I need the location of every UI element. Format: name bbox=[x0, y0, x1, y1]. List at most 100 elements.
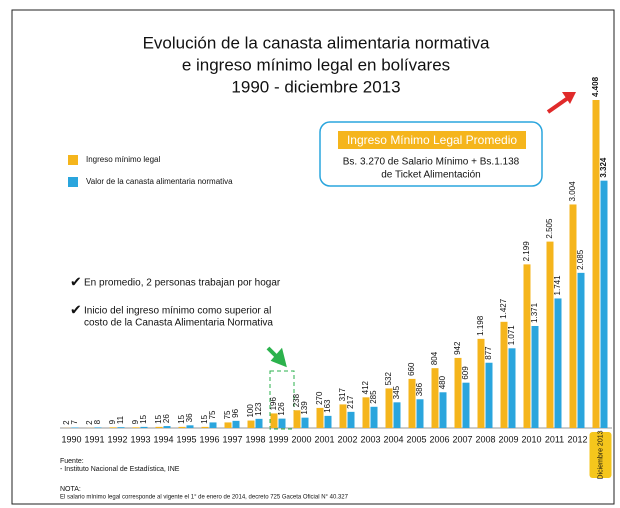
data-label: 217 bbox=[346, 395, 355, 409]
frame bbox=[11, 9, 615, 505]
chart-title: 1990 - diciembre 2013 bbox=[231, 77, 400, 96]
data-label: 609 bbox=[461, 366, 470, 380]
x-tick-label: 1992 bbox=[107, 434, 127, 444]
bar bbox=[500, 321, 508, 428]
check: ✔ bbox=[70, 302, 82, 318]
bar bbox=[132, 427, 140, 428]
bar bbox=[247, 420, 255, 428]
legend-swatch bbox=[68, 177, 78, 187]
data-label: 15 bbox=[139, 414, 148, 423]
red-arrow-head bbox=[562, 92, 576, 104]
bar bbox=[186, 425, 194, 428]
data-label: 2.199 bbox=[522, 241, 531, 262]
x-tick-label: 1995 bbox=[176, 434, 196, 444]
red-arrow bbox=[546, 96, 570, 114]
bar bbox=[316, 407, 324, 428]
x-tick-label: 2003 bbox=[360, 434, 380, 444]
x-tick-label: 1991 bbox=[84, 434, 104, 444]
green-arrow bbox=[266, 346, 287, 368]
legend-label: Valor de la canasta alimentaria normativ… bbox=[86, 177, 233, 186]
bar bbox=[347, 411, 355, 428]
bar bbox=[393, 402, 401, 428]
bar bbox=[408, 378, 416, 428]
data-label: 8 bbox=[93, 419, 102, 424]
bar bbox=[546, 241, 554, 428]
data-label: 9 bbox=[131, 419, 140, 424]
data-label: 317 bbox=[338, 388, 347, 402]
bar bbox=[109, 427, 117, 428]
bar bbox=[339, 404, 347, 428]
bar bbox=[370, 406, 378, 428]
x-tick-label: 1993 bbox=[130, 434, 150, 444]
callout-title: Ingreso Mínimo Legal Promedio bbox=[347, 133, 517, 147]
data-label: 1.427 bbox=[499, 298, 508, 319]
data-label: 532 bbox=[384, 372, 393, 386]
bar bbox=[278, 418, 286, 428]
data-label: 804 bbox=[430, 351, 439, 365]
note: Inicio del ingreso mínimo como superior … bbox=[84, 306, 271, 317]
data-label: 1.198 bbox=[476, 315, 485, 336]
data-label: 15 bbox=[177, 414, 186, 423]
bar bbox=[140, 426, 148, 428]
data-label: 2.505 bbox=[545, 218, 554, 239]
bar bbox=[232, 420, 240, 428]
data-label: 196 bbox=[269, 397, 278, 411]
x-tick-label: 1997 bbox=[222, 434, 242, 444]
callout-text: Bs. 3.270 de Salario Mínimo + Bs.1.138 bbox=[343, 157, 520, 168]
data-label: 100 bbox=[246, 404, 255, 418]
highlight-box bbox=[589, 432, 612, 478]
data-label: 2 bbox=[85, 420, 94, 425]
x-tick-label: 1998 bbox=[245, 434, 265, 444]
nota: El salario mínimo legal corresponde al v… bbox=[60, 495, 349, 501]
x-tick-label: 2009 bbox=[498, 434, 518, 444]
bar bbox=[485, 362, 493, 428]
data-label: 1.071 bbox=[507, 325, 516, 346]
bar bbox=[600, 180, 608, 428]
x-tick-label: 2005 bbox=[406, 434, 426, 444]
bar bbox=[431, 368, 439, 428]
x-tick-label: 1996 bbox=[199, 434, 219, 444]
data-label: 9 bbox=[108, 419, 117, 424]
x-tick-label: 2000 bbox=[291, 434, 311, 444]
bar bbox=[94, 427, 102, 428]
callout-title-bg bbox=[338, 131, 526, 149]
chart-title: Evolución de la canasta alimentaria norm… bbox=[143, 33, 490, 52]
data-label: 480 bbox=[438, 375, 447, 389]
data-label: 11 bbox=[116, 415, 125, 424]
bar bbox=[569, 204, 577, 428]
x-tick-label: Diciembre 2013 bbox=[597, 430, 604, 479]
bar bbox=[155, 426, 163, 428]
data-label: 2.085 bbox=[576, 249, 585, 270]
x-tick-label: 2004 bbox=[383, 434, 403, 444]
data-label: 942 bbox=[453, 341, 462, 355]
check: ✔ bbox=[70, 274, 82, 290]
data-label: 2 bbox=[62, 420, 71, 425]
data-label: 123 bbox=[254, 402, 263, 416]
bar bbox=[523, 264, 531, 428]
data-label: 270 bbox=[315, 391, 324, 405]
bar bbox=[554, 298, 562, 428]
x-tick-label: 1999 bbox=[268, 434, 288, 444]
note: En promedio, 2 personas trabajan por hog… bbox=[84, 278, 281, 289]
bar bbox=[531, 325, 539, 428]
bar bbox=[117, 427, 125, 428]
chart-title: e ingreso mínimo legal en bolívares bbox=[182, 55, 450, 74]
x-tick-label: 2008 bbox=[475, 434, 495, 444]
bar bbox=[508, 348, 516, 428]
bar bbox=[301, 417, 309, 428]
data-label: 96 bbox=[231, 408, 240, 417]
bar bbox=[477, 338, 485, 428]
data-label: 126 bbox=[277, 402, 286, 416]
legend-swatch bbox=[68, 155, 78, 165]
data-label: 26 bbox=[162, 414, 171, 423]
data-label: 660 bbox=[407, 362, 416, 376]
bar bbox=[592, 100, 600, 428]
nota: NOTA: bbox=[60, 486, 81, 493]
bar bbox=[178, 426, 186, 428]
data-label: 345 bbox=[392, 385, 401, 399]
data-label: 75 bbox=[208, 410, 217, 419]
bar bbox=[270, 413, 278, 428]
x-tick-label: 2006 bbox=[429, 434, 449, 444]
source: - Instituto Nacional de Estadística, INE bbox=[60, 466, 180, 473]
data-label: 1.741 bbox=[553, 275, 562, 296]
